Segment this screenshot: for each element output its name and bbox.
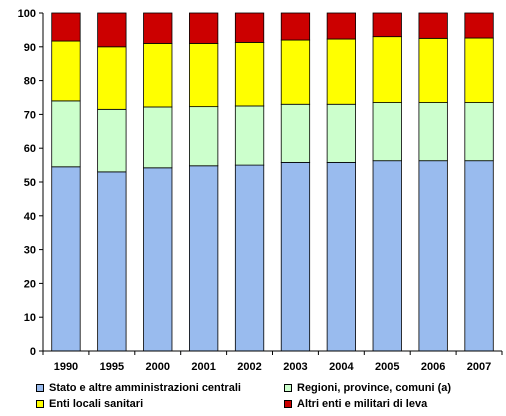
bar-segment-2005-s2 — [372, 36, 402, 103]
bar-segment-1990-s3 — [51, 12, 81, 42]
bar-segment-2002-s0 — [234, 164, 265, 352]
bar-segment-2000-s1 — [143, 106, 173, 169]
bar-segment-2006-s1 — [418, 102, 448, 162]
bar-segment-2004-s0 — [326, 161, 356, 352]
y-tick-label: 50 — [24, 177, 36, 189]
x-tick-label-2005: 2005 — [375, 361, 399, 373]
bar-segment-2005-s3 — [372, 12, 402, 38]
legend-swatch-regioni — [284, 384, 292, 392]
bar-segment-1995-s3 — [97, 12, 127, 48]
legend-label-enti-locali: Enti locali sanitari — [49, 398, 144, 410]
legend-swatch-stato — [36, 384, 44, 392]
bar-segment-2000-s2 — [143, 43, 173, 108]
y-tick-label: 100 — [18, 8, 36, 20]
bar-segment-1990-s0 — [51, 166, 81, 352]
bar-segment-2005-s1 — [372, 102, 402, 162]
y-tick-label: 80 — [24, 76, 36, 88]
bar-segment-2000-s3 — [143, 12, 173, 44]
legend-label-stato: Stato e altre amministrazioni centrali — [49, 382, 241, 394]
bar-segment-1990-s2 — [51, 40, 81, 102]
y-tick-label: 10 — [24, 312, 36, 324]
bar-segment-2002-s3 — [234, 12, 265, 43]
bar-segment-2002-s2 — [234, 42, 265, 107]
x-tick-label-2000: 2000 — [146, 361, 170, 373]
bar-segment-2000-s0 — [143, 167, 173, 352]
y-tick-label: 0 — [30, 346, 36, 358]
bar-segment-1995-s0 — [97, 171, 127, 352]
bar-segment-2003-s1 — [280, 103, 311, 163]
bar-segment-2005-s0 — [372, 160, 402, 352]
legend-label-altri-enti: Altri enti e militari di leva — [297, 398, 428, 410]
bar-segment-2007-s3 — [464, 12, 494, 39]
x-ticks-group: 1990 1995 2000 2001 2002 2003 2004 2005 2006 2007 — [42, 351, 503, 373]
bar-segment-2003-s2 — [280, 39, 311, 105]
bar-segment-2001-s1 — [189, 106, 219, 167]
bar-segment-2004-s2 — [326, 38, 356, 105]
y-tick-label: 30 — [24, 245, 36, 257]
bar-segment-1990-s1 — [51, 100, 81, 168]
bar-segment-2002-s1 — [234, 105, 265, 166]
x-tick-label-1995: 1995 — [100, 361, 124, 373]
x-tick-label-1990: 1990 — [54, 361, 78, 373]
bar-segment-2003-s0 — [280, 161, 311, 352]
bar-segment-2001-s2 — [189, 43, 219, 108]
bar-segment-2004-s1 — [326, 103, 356, 163]
x-tick-label-2003: 2003 — [283, 361, 307, 373]
bar-segment-2006-s3 — [418, 12, 448, 39]
legend-item-stato: Stato e altre amministrazioni centrali — [36, 382, 241, 394]
y-ticks-group: 0 10 20 30 40 50 60 70 80 90 100 — [18, 8, 43, 358]
y-tick-label: 40 — [24, 211, 36, 223]
y-tick-label: 20 — [24, 278, 36, 290]
x-tick-label-2006: 2006 — [421, 361, 445, 373]
bars-group — [51, 12, 494, 352]
bar-segment-2006-s2 — [418, 37, 448, 103]
legend-label-regioni: Regioni, province, comuni (a) — [297, 382, 452, 394]
x-tick-label-2002: 2002 — [237, 361, 261, 373]
x-tick-label-2007: 2007 — [467, 361, 491, 373]
legend-item-altri-enti: Altri enti e militari di leva — [284, 398, 427, 410]
y-tick-label: 70 — [24, 109, 36, 121]
legend-item-enti-locali: Enti locali sanitari — [36, 398, 143, 410]
y-tick-label: 90 — [24, 42, 36, 54]
legend-item-regioni: Regioni, province, comuni (a) — [284, 382, 451, 394]
x-tick-label-2001: 2001 — [191, 361, 215, 373]
bar-segment-2007-s1 — [464, 102, 494, 162]
bar-segment-2007-s0 — [464, 160, 494, 352]
bar-segment-1995-s2 — [97, 46, 127, 110]
legend-swatch-altri-enti — [284, 400, 292, 408]
bar-segment-2007-s2 — [464, 37, 494, 103]
bar-segment-2001-s0 — [189, 165, 219, 352]
x-tick-label-2004: 2004 — [329, 361, 354, 373]
bar-segment-2004-s3 — [326, 12, 356, 40]
bar-segment-2003-s3 — [280, 12, 311, 41]
bar-segment-2001-s3 — [189, 12, 219, 44]
legend-swatch-enti-locali — [36, 400, 44, 408]
bar-segment-1995-s1 — [97, 108, 127, 173]
bar-segment-2006-s0 — [418, 160, 448, 352]
y-tick-label: 60 — [24, 143, 36, 155]
